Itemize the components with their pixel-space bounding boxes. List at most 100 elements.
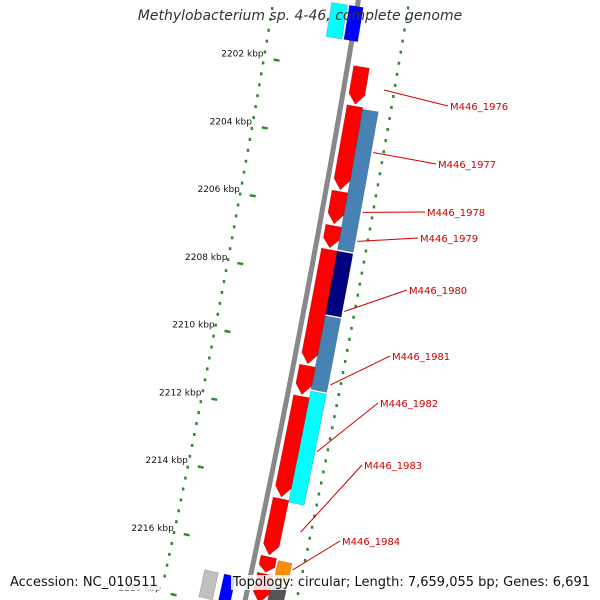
inner-dot — [250, 126, 254, 130]
inner-dot — [248, 137, 252, 141]
inner-dot — [210, 345, 213, 349]
outer-dot — [360, 271, 364, 275]
gene-labels: M446_1976 M446_1977 M446_1978 M446_1979 M446… — [292, 89, 508, 571]
inner-dot — [236, 203, 240, 207]
accession-label: Accession: NC_010511 — [8, 575, 160, 590]
inner-dot — [199, 400, 203, 404]
inner-dot — [254, 105, 257, 109]
inner-dot — [208, 356, 211, 360]
outer-dot — [403, 28, 406, 32]
forward-gene — [263, 496, 290, 556]
inner-dot — [269, 17, 272, 21]
kbp-tick — [249, 193, 256, 198]
kbp-tick-label: 2202 kbp — [221, 50, 264, 60]
outer-dot — [372, 205, 376, 209]
gene-label-leader — [329, 355, 391, 386]
outer-dot — [390, 105, 393, 109]
gene-label-leader — [357, 237, 419, 242]
inner-dot — [260, 72, 263, 76]
gene-label[interactable]: M446_1978 — [427, 208, 485, 219]
inner-dot — [226, 258, 230, 262]
gene-label[interactable]: M446_1979 — [420, 234, 478, 245]
inner-dot — [246, 148, 250, 152]
gene-grey — [198, 569, 219, 600]
forward-gene — [327, 189, 349, 225]
outer-dot — [406, 6, 410, 10]
forward-gene — [301, 247, 338, 365]
inner-dot — [220, 290, 224, 294]
outer-dot — [356, 293, 359, 297]
gene-label-leader — [292, 540, 341, 571]
gene-label[interactable]: M446_1980 — [409, 286, 467, 297]
inner-dot — [230, 236, 234, 240]
outer-dot — [393, 83, 397, 87]
inner-dot — [216, 312, 220, 316]
inner-dot — [258, 83, 261, 87]
forward-gene — [258, 554, 278, 573]
inner-dot — [195, 422, 198, 426]
outer-dot — [386, 128, 389, 132]
forward-gene — [333, 104, 364, 191]
forward-gene — [348, 65, 370, 105]
inner-dot — [222, 279, 226, 283]
outer-dot — [308, 536, 312, 540]
gene-label-leader — [373, 151, 437, 165]
inner-dot — [265, 39, 269, 43]
kbp-tick-label: 2208 kbp — [185, 253, 228, 263]
inner-dot — [263, 50, 267, 54]
kbp-tick — [170, 592, 177, 597]
inner-dot — [203, 378, 207, 382]
gene-label[interactable]: M446_1983 — [364, 461, 422, 472]
inner-dot — [181, 487, 185, 491]
kbp-tick — [197, 465, 204, 469]
gene-label[interactable]: M446_1981 — [392, 352, 450, 363]
inner-dot — [163, 574, 166, 578]
outer-dot — [343, 359, 347, 363]
gene-cyan — [325, 2, 348, 40]
outer-dot — [337, 393, 341, 397]
kbp-tick — [261, 126, 269, 130]
inner-dot — [165, 563, 169, 567]
kbp-tick — [237, 261, 244, 266]
inner-dot — [240, 181, 244, 185]
outer-dot — [346, 348, 349, 352]
inner-dot — [168, 552, 171, 556]
outer-dot — [310, 525, 314, 529]
map-title: Methylobacterium sp. 4-46, complete geno… — [137, 8, 463, 24]
outer-dot — [374, 194, 378, 198]
inner-dot — [234, 214, 238, 218]
outer-dot — [380, 161, 384, 165]
outer-dot — [350, 326, 353, 330]
inner-dot — [242, 170, 246, 174]
outer-dot — [352, 315, 355, 319]
outer-dot — [395, 72, 399, 76]
outer-dot — [364, 249, 368, 253]
kbp-tick-label: 2216 kbp — [131, 524, 174, 534]
inner-dot — [170, 541, 173, 545]
inner-dot — [256, 94, 259, 98]
outer-dot — [348, 337, 351, 341]
outer-dot — [335, 404, 338, 408]
forward-gene — [295, 363, 316, 396]
inner-dot — [186, 465, 189, 469]
outer-dot — [333, 415, 336, 419]
outer-dot — [384, 139, 387, 143]
inner-dot — [228, 247, 232, 251]
inner-dot — [177, 509, 180, 513]
inner-dot — [201, 389, 205, 393]
gene-label[interactable]: M446_1977 — [438, 160, 496, 171]
outer-dot — [397, 61, 401, 65]
forward-gene — [323, 223, 342, 249]
outer-dot — [362, 260, 366, 264]
gene-label[interactable]: M446_1976 — [450, 102, 508, 113]
outer-dot — [376, 183, 380, 187]
forward-gene — [275, 394, 310, 498]
forward-strand-genes — [252, 65, 370, 600]
inner-dot — [172, 531, 176, 535]
outer-dot — [354, 304, 357, 308]
kbp-tick-label: 2212 kbp — [159, 389, 202, 399]
gene-label[interactable]: M446_1984 — [342, 537, 400, 548]
gene-label[interactable]: M446_1982 — [380, 399, 438, 410]
inner-dot — [214, 323, 217, 327]
